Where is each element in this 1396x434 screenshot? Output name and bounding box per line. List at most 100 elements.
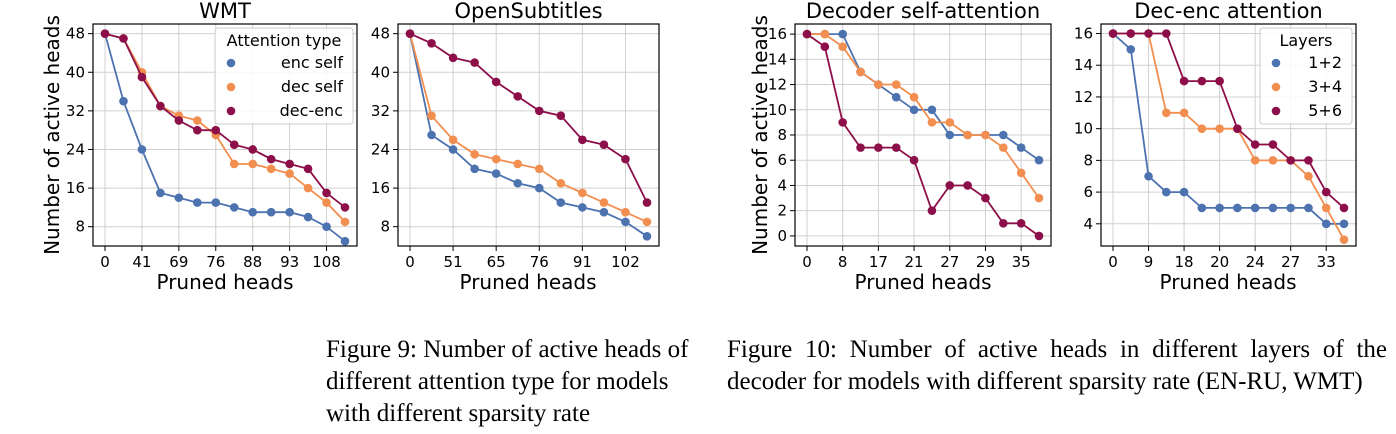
data-point bbox=[963, 130, 972, 140]
data-point bbox=[229, 140, 239, 149]
series-line bbox=[806, 33, 1040, 237]
series-5-6 bbox=[802, 29, 1044, 241]
data-point bbox=[303, 183, 313, 193]
data-point bbox=[534, 106, 544, 116]
x-tick-label: 9 bbox=[1144, 253, 1154, 271]
data-point bbox=[1034, 193, 1044, 203]
x-tick-label: 18 bbox=[1175, 253, 1194, 271]
x-tick-label: 24 bbox=[1246, 253, 1265, 271]
chart-title: Decoder self-attention bbox=[806, 0, 1040, 23]
x-tick-label: 0 bbox=[1108, 253, 1118, 271]
data-point bbox=[137, 72, 147, 82]
y-tick-label: 6 bbox=[777, 151, 787, 169]
x-tick-label: 35 bbox=[1012, 253, 1031, 271]
series-line bbox=[409, 32, 648, 203]
data-point bbox=[248, 145, 257, 154]
chart-2: 8 16 24 32 40 48 0 51 65 76 91 102 OpenSubtitles Prun… bbox=[371, 0, 660, 294]
data-point bbox=[1162, 29, 1171, 38]
plot-frame bbox=[397, 23, 660, 247]
data-point bbox=[119, 34, 128, 43]
data-point bbox=[1034, 155, 1044, 165]
y-tick-label: 16 bbox=[371, 179, 390, 197]
data-point bbox=[1233, 124, 1242, 133]
x-axis-label: Pruned heads bbox=[460, 270, 597, 294]
x-tick-label: 17 bbox=[869, 253, 888, 271]
data-point bbox=[285, 207, 294, 217]
data-point bbox=[556, 111, 566, 120]
data-point bbox=[945, 181, 955, 190]
y-tick-label: 8 bbox=[75, 218, 85, 236]
y-tick-label: 6 bbox=[1083, 183, 1093, 201]
data-point bbox=[621, 207, 630, 217]
data-point bbox=[491, 154, 501, 164]
data-point bbox=[856, 67, 865, 77]
data-point bbox=[193, 116, 202, 125]
series-1-2 bbox=[802, 29, 1044, 165]
data-point bbox=[1197, 76, 1207, 86]
legend: Layers 1+2 3+4 5+6 bbox=[1259, 27, 1353, 125]
x-tick-label: 65 bbox=[487, 253, 506, 271]
data-point bbox=[642, 232, 652, 241]
y-tick-label: 8 bbox=[1083, 151, 1093, 169]
y-tick-label: 10 bbox=[1074, 120, 1093, 138]
data-point bbox=[1215, 76, 1224, 86]
data-point bbox=[405, 29, 415, 38]
y-tick-label: 24 bbox=[371, 140, 390, 158]
data-point bbox=[1321, 219, 1331, 229]
data-point bbox=[448, 135, 458, 145]
data-point bbox=[909, 92, 919, 102]
legend-marker bbox=[1271, 58, 1281, 68]
data-point bbox=[491, 169, 501, 178]
series-3-4 bbox=[802, 29, 1044, 203]
data-point bbox=[891, 80, 901, 89]
x-tick-label: 69 bbox=[169, 253, 188, 271]
data-point bbox=[229, 159, 239, 169]
data-point bbox=[1286, 156, 1295, 165]
data-point bbox=[1339, 235, 1349, 244]
x-tick-label: 41 bbox=[132, 253, 151, 271]
data-point bbox=[599, 140, 609, 149]
x-tick-label: 0 bbox=[100, 253, 110, 271]
data-point bbox=[599, 207, 609, 217]
y-tick-label: 40 bbox=[371, 63, 390, 81]
data-point bbox=[1197, 203, 1207, 213]
data-point bbox=[981, 193, 990, 203]
data-point bbox=[578, 188, 587, 198]
data-point bbox=[322, 188, 331, 198]
data-point bbox=[1126, 29, 1136, 38]
legend-box bbox=[214, 27, 354, 125]
data-point bbox=[266, 154, 276, 164]
x-tick-label: 76 bbox=[206, 253, 225, 271]
data-point bbox=[927, 118, 937, 127]
y-tick-label: 8 bbox=[380, 218, 390, 236]
data-point bbox=[248, 159, 257, 169]
data-point bbox=[1108, 29, 1118, 38]
data-point bbox=[927, 105, 937, 115]
x-tick-label: 20 bbox=[1210, 253, 1229, 271]
data-point bbox=[470, 150, 479, 159]
data-point bbox=[1144, 29, 1153, 38]
legend-marker bbox=[226, 106, 236, 116]
legend-item-label: 1+2 bbox=[1308, 53, 1342, 72]
data-point bbox=[193, 125, 202, 135]
figure-9-caption: Figure 9: Number of active heads of diff… bbox=[326, 336, 689, 427]
data-point bbox=[891, 92, 901, 102]
data-point bbox=[1162, 187, 1171, 197]
data-point bbox=[211, 125, 221, 135]
x-axis-label: Pruned heads bbox=[855, 270, 992, 294]
data-point bbox=[1197, 124, 1207, 133]
data-point bbox=[340, 203, 350, 212]
x-tick-label: 29 bbox=[976, 253, 995, 271]
data-point bbox=[1215, 203, 1224, 213]
x-axis-label: Pruned heads bbox=[1160, 270, 1297, 294]
data-point bbox=[1162, 108, 1171, 118]
data-point bbox=[534, 164, 544, 174]
data-point bbox=[642, 198, 652, 207]
y-tick-label: 32 bbox=[371, 102, 390, 120]
x-tick-label: 88 bbox=[243, 253, 262, 271]
series-dec-self bbox=[405, 29, 652, 227]
data-point bbox=[1179, 187, 1189, 197]
x-tick-label: 27 bbox=[1281, 253, 1300, 271]
data-point bbox=[945, 130, 955, 140]
